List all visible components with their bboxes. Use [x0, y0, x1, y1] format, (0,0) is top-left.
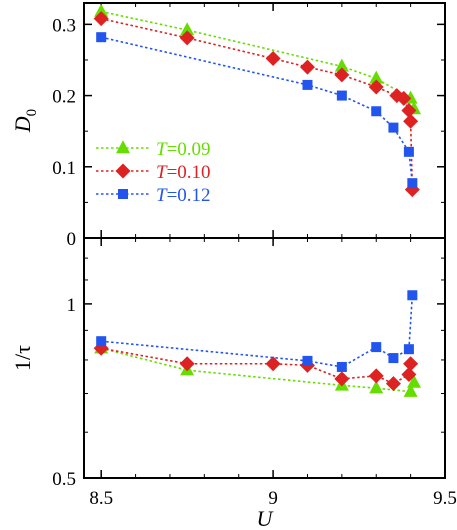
x-tick-label: 9.5 — [433, 488, 457, 509]
data-point — [371, 106, 382, 117]
data-point — [334, 371, 350, 387]
series-line — [101, 17, 414, 190]
legend-marker — [116, 140, 130, 154]
data-point — [302, 79, 313, 90]
data-point — [94, 3, 109, 17]
legend-entry: T=0.10 — [96, 162, 211, 183]
data-point — [179, 356, 195, 372]
legend-entry: T=0.09 — [96, 139, 211, 160]
data-point — [401, 366, 417, 382]
data-point — [96, 32, 107, 43]
data-point — [265, 51, 281, 67]
data-point — [403, 146, 414, 157]
data-point — [403, 383, 418, 397]
top-plot-frame — [83, 2, 446, 239]
series-T=0.12 — [96, 290, 418, 372]
legend-label-value: =0.10 — [167, 162, 211, 183]
series-line — [100, 347, 415, 393]
data-point — [401, 103, 417, 119]
data-point — [334, 58, 349, 72]
y-axis-label: 1/τ — [10, 345, 35, 371]
legend-label: T=0.12 — [156, 185, 211, 206]
data-point — [179, 30, 195, 46]
data-point — [407, 374, 422, 388]
series-T=0.10 — [93, 11, 420, 198]
data-point — [371, 342, 382, 353]
data-point — [368, 79, 384, 95]
data-point — [299, 59, 315, 75]
legend-marker — [118, 189, 128, 199]
data-point — [336, 90, 347, 101]
data-point — [368, 368, 384, 384]
series-T=0.10 — [93, 340, 419, 392]
legend-label-var: T — [156, 162, 168, 183]
legend-marker — [115, 163, 131, 179]
data-point — [93, 11, 109, 27]
y-tick-label: 0.2 — [52, 87, 76, 108]
data-point — [407, 178, 418, 189]
series-line — [101, 10, 415, 110]
x-axis-label: U — [257, 506, 275, 530]
legend-label-var: T — [156, 139, 168, 160]
legend-entry: T=0.12 — [96, 185, 211, 206]
data-point — [369, 380, 384, 394]
data-point — [396, 90, 412, 106]
data-point — [96, 336, 107, 347]
y-tick-label: 0.1 — [52, 158, 76, 179]
legend: T=0.09T=0.10T=0.12 — [96, 139, 211, 206]
data-point — [388, 122, 399, 133]
y-axis-label-subscript: 0 — [24, 109, 40, 117]
data-point — [336, 361, 347, 372]
x-tick-label: 8.5 — [89, 488, 113, 509]
y-tick-label: 0.3 — [52, 15, 76, 36]
legend-label: T=0.10 — [156, 162, 211, 183]
data-point — [403, 344, 414, 355]
series-T=0.09 — [94, 3, 422, 115]
data-point — [403, 113, 419, 129]
y-tick-label: 1 — [67, 295, 77, 316]
data-point — [265, 356, 281, 372]
data-point — [334, 67, 350, 83]
legend-label-value: =0.12 — [167, 185, 211, 206]
legend-label-var: T — [156, 185, 168, 206]
series-line — [101, 36, 414, 184]
data-point — [388, 353, 399, 364]
data-point — [369, 70, 384, 84]
legend-label-value: =0.09 — [167, 139, 211, 160]
data-point — [407, 290, 418, 301]
data-point — [385, 376, 401, 392]
bottom-panel: 8.5 9 9.5 0.5 1 1/τ U — [10, 237, 457, 530]
series-line — [101, 347, 412, 385]
data-point — [180, 22, 195, 36]
x-tick-label: 9 — [268, 488, 278, 509]
bottom-plot-frame — [83, 237, 446, 479]
data-point — [403, 356, 419, 372]
series-T=0.12 — [96, 32, 418, 189]
data-point — [302, 355, 313, 366]
y-tick-label: 0 — [67, 229, 77, 250]
legend-label: T=0.09 — [156, 139, 211, 160]
y-tick-label: 0.5 — [52, 469, 76, 490]
y-axis-label: D0 — [10, 109, 40, 133]
